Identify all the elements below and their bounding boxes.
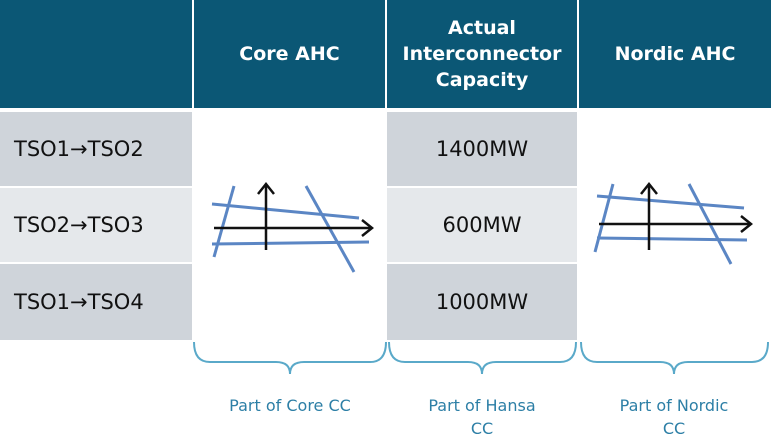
footer-label: Part of Nordic CC	[619, 396, 729, 437]
footer-label: Part of Core CC	[229, 396, 351, 415]
header-cell: Core AHC	[194, 0, 385, 108]
header-cell	[0, 0, 192, 108]
header-text: Core AHC	[239, 43, 340, 65]
capacity-cell: 600MW	[387, 188, 577, 262]
header-text: Actual Interconnector Capacity	[402, 17, 562, 91]
capacity-cell: 1400MW	[387, 112, 577, 186]
footer-label: Part of Hansa CC	[428, 396, 536, 437]
nordic-diagram	[593, 181, 754, 265]
core-diagram	[211, 181, 375, 273]
brackets	[193, 341, 769, 375]
header-text: Nordic AHC	[614, 43, 736, 65]
row-label: TSO1→TSO2	[0, 112, 192, 186]
row-label: TSO1→TSO4	[0, 264, 192, 340]
header-cell: Nordic AHC	[579, 0, 771, 108]
header-cell: Actual Interconnector Capacity	[387, 0, 577, 108]
capacity-cell: 1000MW	[387, 264, 577, 340]
row-label: TSO2→TSO3	[0, 188, 192, 262]
